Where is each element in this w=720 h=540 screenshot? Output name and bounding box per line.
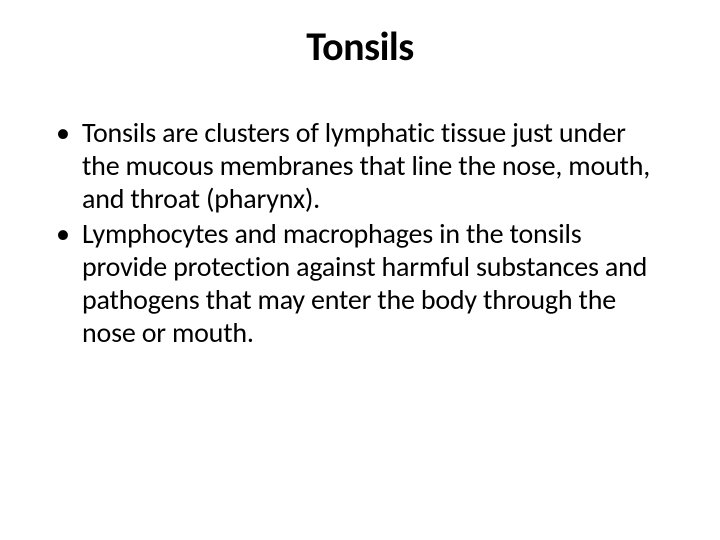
- slide-title: Tonsils: [0, 22, 720, 71]
- slide-body: Tonsils are clusters of lymphatic tissue…: [54, 116, 666, 351]
- bullet-item: Lymphocytes and macrophages in the tonsi…: [54, 217, 666, 349]
- bullet-list: Tonsils are clusters of lymphatic tissue…: [54, 116, 666, 349]
- slide: Tonsils Tonsils are clusters of lymphati…: [0, 0, 720, 540]
- bullet-item: Tonsils are clusters of lymphatic tissue…: [54, 116, 666, 215]
